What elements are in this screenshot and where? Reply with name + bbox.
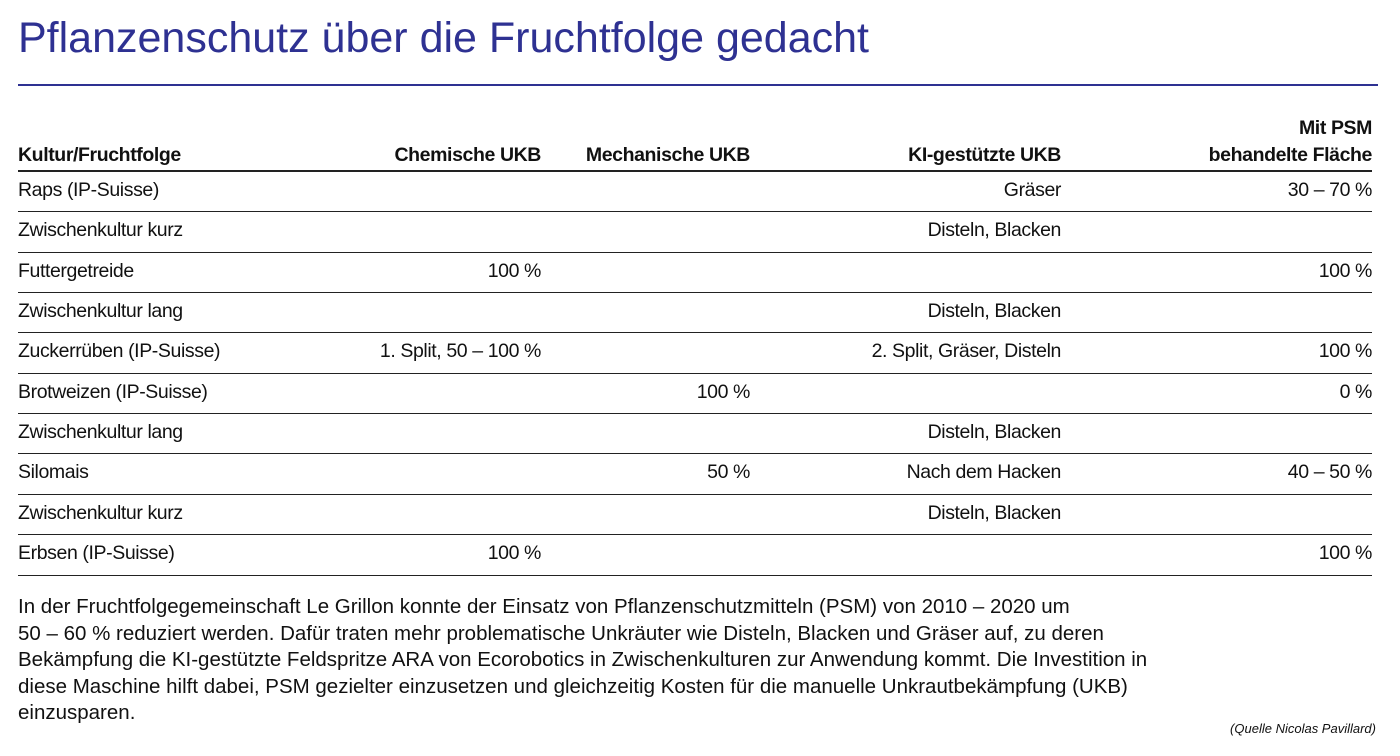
row-rule [18, 574, 1372, 576]
header-cell: behandelte Fläche [1208, 144, 1373, 166]
row-rule [18, 534, 1372, 536]
row-rule [18, 372, 1372, 374]
table-cell: Zwischenkultur lang [18, 300, 183, 323]
table-cell: Zwischenkultur kurz [18, 501, 183, 524]
table-cell: Erbsen (IP-Suisse) [18, 542, 175, 565]
table-cell: 30 – 70 % [1287, 179, 1373, 201]
table-cell: 100 % [1318, 340, 1373, 363]
table-cell: Futtergetreide [18, 259, 134, 282]
table-cell: 100 % [487, 542, 542, 565]
table-cell: 0 % [1339, 380, 1373, 403]
source: (Quelle Nicolas Pavillard) [1230, 721, 1376, 736]
table-cell: Zuckerrüben (IP-Suisse) [18, 340, 221, 363]
paragraph-line: 50 – 60 % reduziert werden. Dafür traten… [18, 621, 1104, 645]
table-cell: 2. Split, Gräser, Disteln [871, 340, 1062, 363]
header-cell: KI-gestützte UKB [908, 144, 1061, 166]
table-cell: Disteln, Blacken [927, 300, 1062, 323]
table-cell: Nach dem Hacken [906, 461, 1062, 484]
table-cell: Silomais [18, 461, 89, 484]
row-rule [18, 251, 1372, 253]
row-rule [18, 413, 1372, 415]
table-cell: Gräser [1003, 179, 1062, 201]
title-rule [18, 84, 1378, 86]
table-cell: Raps (IP-Suisse) [18, 179, 159, 201]
row-rule [18, 292, 1372, 294]
header-cell: Kultur/Fruchtfolge [18, 144, 181, 166]
table-cell: Disteln, Blacken [927, 219, 1062, 242]
paragraph-line: einzusparen. [18, 701, 136, 724]
paragraph-line: In der Fruchtfolgegemeinschaft Le Grillo… [18, 595, 1070, 618]
row-rule [18, 332, 1372, 334]
row-rule [18, 211, 1372, 213]
table-cell: 100 % [1318, 259, 1373, 282]
header-rule [18, 170, 1372, 172]
table-cell: 40 – 50 % [1287, 461, 1373, 484]
table-cell: 100 % [487, 259, 542, 282]
table-cell: 100 % [1318, 542, 1373, 565]
header-cell: Chemische UKB [394, 144, 541, 166]
title: Pflanzenschutz über die Fruchtfolge geda… [18, 14, 869, 62]
table-cell: Zwischenkultur kurz [18, 219, 183, 242]
table-cell: 50 % [707, 461, 750, 484]
row-rule [18, 453, 1372, 455]
table-cell: Disteln, Blacken [927, 421, 1062, 444]
paragraph-line: Bekämpfung die KI-gestützte Feldspritze … [18, 648, 1148, 671]
table-cell: Zwischenkultur lang [18, 421, 183, 444]
table-cell: Disteln, Blacken [927, 501, 1062, 524]
header-cell: Mechanische UKB [585, 144, 751, 166]
paragraph-line: diese Maschine hilft dabei, PSM gezielte… [18, 674, 1128, 698]
table-cell: 100 % [696, 380, 751, 403]
header-cell: Mit PSM [1298, 117, 1372, 139]
table-cell: Brotweizen (IP-Suisse) [18, 380, 208, 403]
table-cell: 1. Split, 50 – 100 % [379, 340, 542, 363]
row-rule [18, 493, 1372, 495]
